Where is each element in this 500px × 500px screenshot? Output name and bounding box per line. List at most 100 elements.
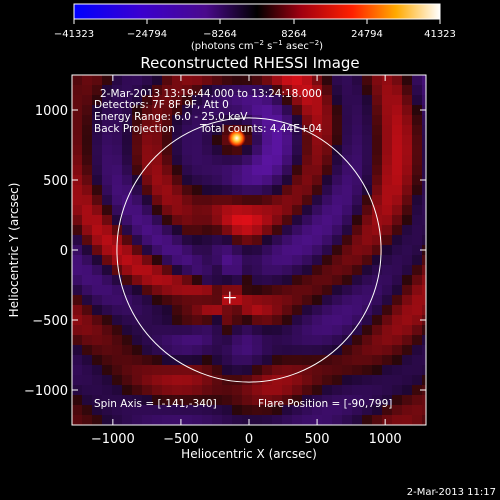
- heatmap-cell: [272, 305, 282, 315]
- heatmap-cell: [342, 195, 352, 205]
- heatmap-cell: [72, 195, 82, 205]
- heatmap-cell: [222, 335, 232, 345]
- heatmap-cell: [272, 235, 282, 245]
- heatmap-cell: [402, 275, 412, 285]
- heatmap-cell: [222, 275, 232, 285]
- heatmap-cell: [82, 265, 92, 275]
- heatmap-cell: [242, 355, 252, 365]
- heatmap-cell: [142, 195, 152, 205]
- heatmap-cell: [172, 265, 182, 275]
- heatmap-cell: [392, 165, 402, 175]
- heatmap-cell: [122, 105, 132, 115]
- heatmap-cell: [282, 95, 292, 105]
- heatmap-cell: [92, 355, 102, 365]
- heatmap-cell: [262, 355, 272, 365]
- heatmap-cell: [382, 385, 392, 395]
- heatmap-cell: [182, 95, 192, 105]
- heatmap-cell: [212, 295, 222, 305]
- heatmap-cell: [202, 75, 212, 85]
- heatmap-cell: [422, 195, 426, 205]
- heatmap-cell: [192, 395, 202, 405]
- heatmap-cell: [412, 195, 422, 205]
- heatmap-cell: [232, 375, 242, 385]
- heatmap-cell: [362, 285, 372, 295]
- heatmap-cell: [342, 185, 352, 195]
- heatmap-cell: [202, 325, 212, 335]
- heatmap-cell: [342, 375, 352, 385]
- heatmap-cell: [212, 365, 222, 375]
- heatmap-cell: [232, 265, 242, 275]
- heatmap-cell: [122, 225, 132, 235]
- time-range-annotation: 2-Mar-2013 13:19:44.000 to 13:24:18.000: [100, 88, 322, 100]
- heatmap-cell: [362, 265, 372, 275]
- heatmap-cell: [152, 235, 162, 245]
- heatmap-cell: [92, 405, 102, 415]
- heatmap-cell: [212, 155, 222, 165]
- heatmap-cell: [112, 85, 122, 95]
- heatmap-cell: [122, 175, 132, 185]
- heatmap-cell: [222, 385, 232, 395]
- heatmap-cell: [392, 115, 402, 125]
- heatmap-cell: [182, 245, 192, 255]
- heatmap-cell: [382, 265, 392, 275]
- heatmap-cell: [112, 305, 122, 315]
- heatmap-cell: [72, 95, 82, 105]
- heatmap-cell: [102, 335, 112, 345]
- heatmap-cell: [192, 115, 202, 125]
- heatmap-cell: [392, 105, 402, 115]
- heatmap-cell: [322, 295, 332, 305]
- heatmap-cell: [222, 125, 232, 135]
- heatmap-cell: [382, 175, 392, 185]
- heatmap-cell: [172, 305, 182, 315]
- heatmap-cell: [172, 215, 182, 225]
- heatmap-cell: [112, 345, 122, 355]
- heatmap-cell: [82, 315, 92, 325]
- heatmap-cell: [242, 95, 252, 105]
- heatmap-cell: [332, 325, 342, 335]
- heatmap-cell: [192, 75, 202, 85]
- heatmap-cell: [342, 405, 352, 415]
- heatmap-cell: [232, 105, 242, 115]
- heatmap-cell: [82, 155, 92, 165]
- heatmap-cell: [402, 215, 412, 225]
- heatmap-cell: [72, 395, 82, 405]
- heatmap-cell: [252, 235, 262, 245]
- heatmap-cell: [142, 395, 152, 405]
- heatmap-cell: [332, 345, 342, 355]
- heatmap-cell: [292, 215, 302, 225]
- heatmap-cell: [402, 185, 412, 195]
- heatmap-cell: [352, 85, 362, 95]
- heatmap-cell: [192, 265, 202, 275]
- heatmap-cell: [372, 165, 382, 175]
- heatmap-cell: [382, 295, 392, 305]
- heatmap-cell: [332, 85, 342, 95]
- heatmap-cell: [122, 215, 132, 225]
- heatmap-cell: [372, 135, 382, 145]
- heatmap-cell: [202, 225, 212, 235]
- solar-limb-circle: [116, 117, 382, 383]
- heatmap-cell: [152, 325, 162, 335]
- heatmap-cell: [92, 85, 102, 95]
- heatmap-cell: [312, 295, 322, 305]
- heatmap-cell: [272, 255, 282, 265]
- heatmap-cell: [172, 205, 182, 215]
- heatmap-cell: [372, 365, 382, 375]
- heatmap-cell: [252, 185, 262, 195]
- heatmap-cell: [422, 95, 426, 105]
- heatmap-cell: [332, 215, 342, 225]
- heatmap-cell: [282, 75, 292, 85]
- heatmap-cell: [112, 355, 122, 365]
- heatmap-cell: [172, 135, 182, 145]
- heatmap-cell: [342, 275, 352, 285]
- heatmap-cell: [242, 265, 252, 275]
- heatmap-cell: [422, 115, 426, 125]
- heatmap-cell: [322, 155, 332, 165]
- heatmap-cell: [382, 145, 392, 155]
- heatmap-cell: [392, 145, 402, 155]
- heatmap-cell: [262, 75, 272, 85]
- heatmap-cell: [212, 115, 222, 125]
- heatmap-cell: [202, 315, 212, 325]
- heatmap-cell: [92, 125, 102, 135]
- heatmap-cell: [302, 175, 312, 185]
- heatmap-cell: [132, 275, 142, 285]
